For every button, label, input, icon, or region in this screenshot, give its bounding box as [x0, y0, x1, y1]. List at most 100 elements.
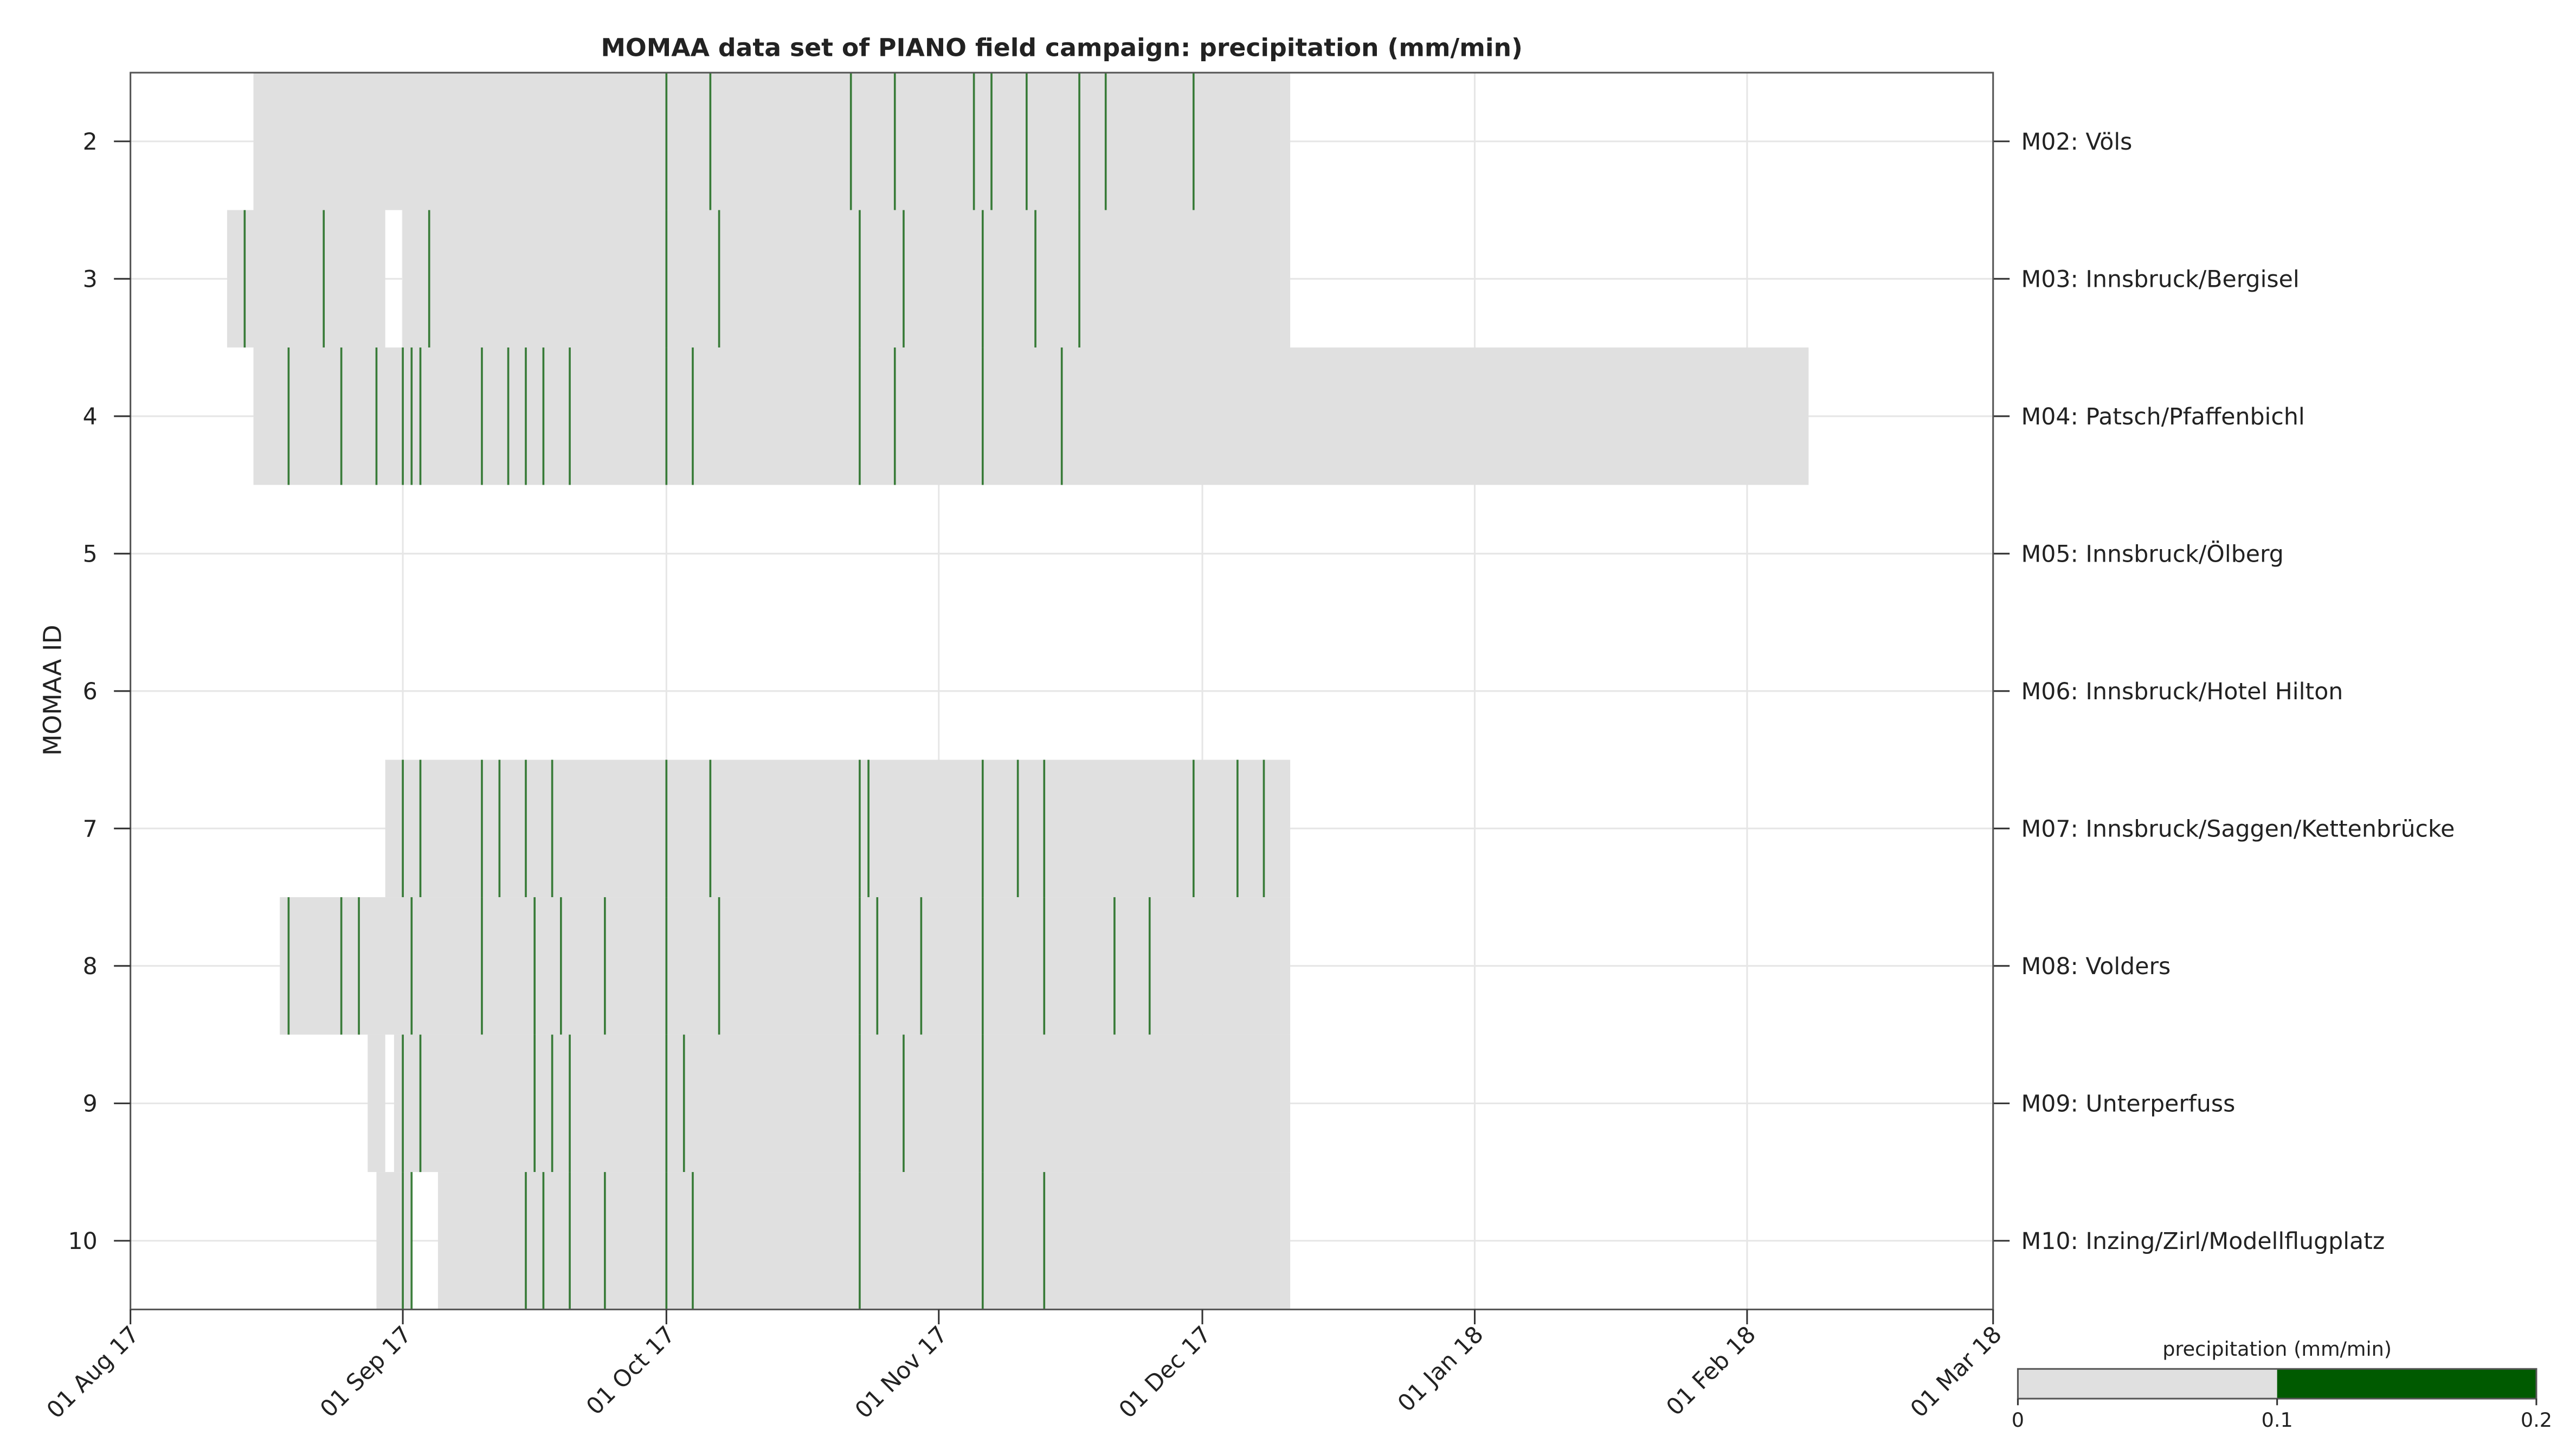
precip-event — [981, 759, 984, 898]
precip-event — [1060, 347, 1063, 485]
precip-event — [551, 759, 553, 898]
precip-event — [1034, 210, 1036, 348]
precip-event — [410, 347, 413, 485]
x-tick-label: 01 Oct 17 — [581, 1321, 680, 1420]
precip-event — [481, 897, 483, 1035]
precip-event — [402, 1034, 404, 1173]
precip-event — [375, 347, 378, 485]
precip-event — [718, 897, 720, 1035]
precip-event — [709, 73, 712, 210]
precip-event — [981, 897, 984, 1035]
precip-event — [1026, 73, 1028, 210]
station-label: M06: Innsbruck/Hotel Hilton — [2021, 678, 2343, 705]
precip-event — [1192, 73, 1195, 210]
coverage-period — [368, 1034, 385, 1173]
y-tick-label: 3 — [83, 266, 98, 293]
precip-event — [981, 210, 984, 348]
precip-event — [867, 759, 870, 898]
precip-event — [1113, 897, 1116, 1035]
x-tick-label: 01 Aug 17 — [42, 1321, 145, 1424]
colorbar-segment — [2277, 1369, 2536, 1399]
precip-event — [410, 897, 413, 1035]
precip-event — [525, 759, 527, 898]
precip-event — [569, 1034, 571, 1173]
precip-event — [542, 1172, 545, 1310]
precip-event — [859, 759, 861, 898]
precip-event — [665, 210, 668, 348]
y-tick-label: 10 — [68, 1228, 97, 1255]
precip-event — [340, 347, 343, 485]
precip-event — [1237, 759, 1239, 898]
station-label: M05: Innsbruck/Ölberg — [2021, 540, 2283, 568]
precip-event — [604, 1172, 606, 1310]
colorbar-tick-label: 0 — [2012, 1408, 2024, 1432]
precip-event — [665, 1034, 668, 1173]
precip-event — [243, 210, 246, 348]
precip-event — [1263, 759, 1265, 898]
precip-event — [525, 347, 527, 485]
precip-event — [1148, 897, 1151, 1035]
precip-event — [709, 759, 712, 898]
station-label: M04: Patsch/Pfaffenbichl — [2021, 403, 2304, 430]
precip-event — [920, 897, 923, 1035]
precip-event — [569, 1172, 571, 1310]
y-tick-label: 6 — [83, 678, 98, 705]
coverage-period — [376, 1172, 412, 1310]
precip-event — [419, 347, 422, 485]
precip-event — [1078, 73, 1080, 210]
precip-event — [893, 347, 896, 485]
precip-event — [692, 347, 694, 485]
station-label: M10: Inzing/Zirl/Modellflugplatz — [2021, 1228, 2385, 1255]
coverage-period — [227, 210, 385, 348]
precip-event — [419, 1034, 422, 1173]
y-tick-label: 8 — [83, 953, 98, 980]
station-label: M08: Volders — [2021, 953, 2171, 980]
precip-event — [973, 73, 975, 210]
precip-event — [682, 1034, 685, 1173]
station-label: M09: Unterperfuss — [2021, 1091, 2235, 1118]
x-tick-label: 01 Sep 17 — [315, 1321, 417, 1423]
precip-event — [692, 1172, 694, 1310]
precip-event — [481, 759, 483, 898]
y-tick-label: 7 — [83, 816, 98, 843]
precip-event — [507, 347, 510, 485]
precip-event — [498, 759, 501, 898]
precip-event — [481, 347, 483, 485]
precip-event — [981, 347, 984, 485]
precip-event — [604, 897, 606, 1035]
precip-event — [981, 1172, 984, 1310]
precip-event — [903, 210, 905, 348]
precip-event — [287, 897, 290, 1035]
precip-event — [1104, 73, 1107, 210]
precip-event — [859, 347, 861, 485]
precip-event — [1043, 897, 1046, 1035]
precip-event — [525, 1172, 527, 1310]
x-tick-label: 01 Jan 18 — [1393, 1321, 1489, 1418]
precip-event — [849, 73, 852, 210]
precip-event — [1043, 759, 1046, 898]
precip-event — [1078, 210, 1080, 348]
precip-event — [551, 1034, 553, 1173]
y-tick-label: 4 — [83, 403, 98, 430]
coverage-period — [437, 1172, 1291, 1310]
y-tick-label: 5 — [83, 541, 98, 568]
coverage-period — [394, 1034, 1291, 1173]
x-tick-label: 01 Mar 18 — [1905, 1321, 2007, 1423]
precip-event — [533, 897, 536, 1035]
coverage-period — [403, 210, 1291, 348]
precip-event — [665, 347, 668, 485]
colorbar-tick-label: 0.1 — [2262, 1408, 2293, 1432]
colorbar-tick-label: 0.2 — [2521, 1408, 2552, 1432]
x-tick-label: 01 Nov 17 — [850, 1321, 953, 1424]
coverage-period — [253, 73, 1291, 210]
precip-event — [893, 73, 896, 210]
precip-event — [323, 210, 325, 348]
station-label: M03: Innsbruck/Bergisel — [2021, 266, 2299, 293]
precip-event — [981, 1034, 984, 1173]
precip-event — [402, 1172, 404, 1310]
station-label: M07: Innsbruck/Saggen/Kettenbrücke — [2021, 816, 2455, 843]
precip-event — [1192, 759, 1195, 898]
precip-event — [1043, 1172, 1046, 1310]
